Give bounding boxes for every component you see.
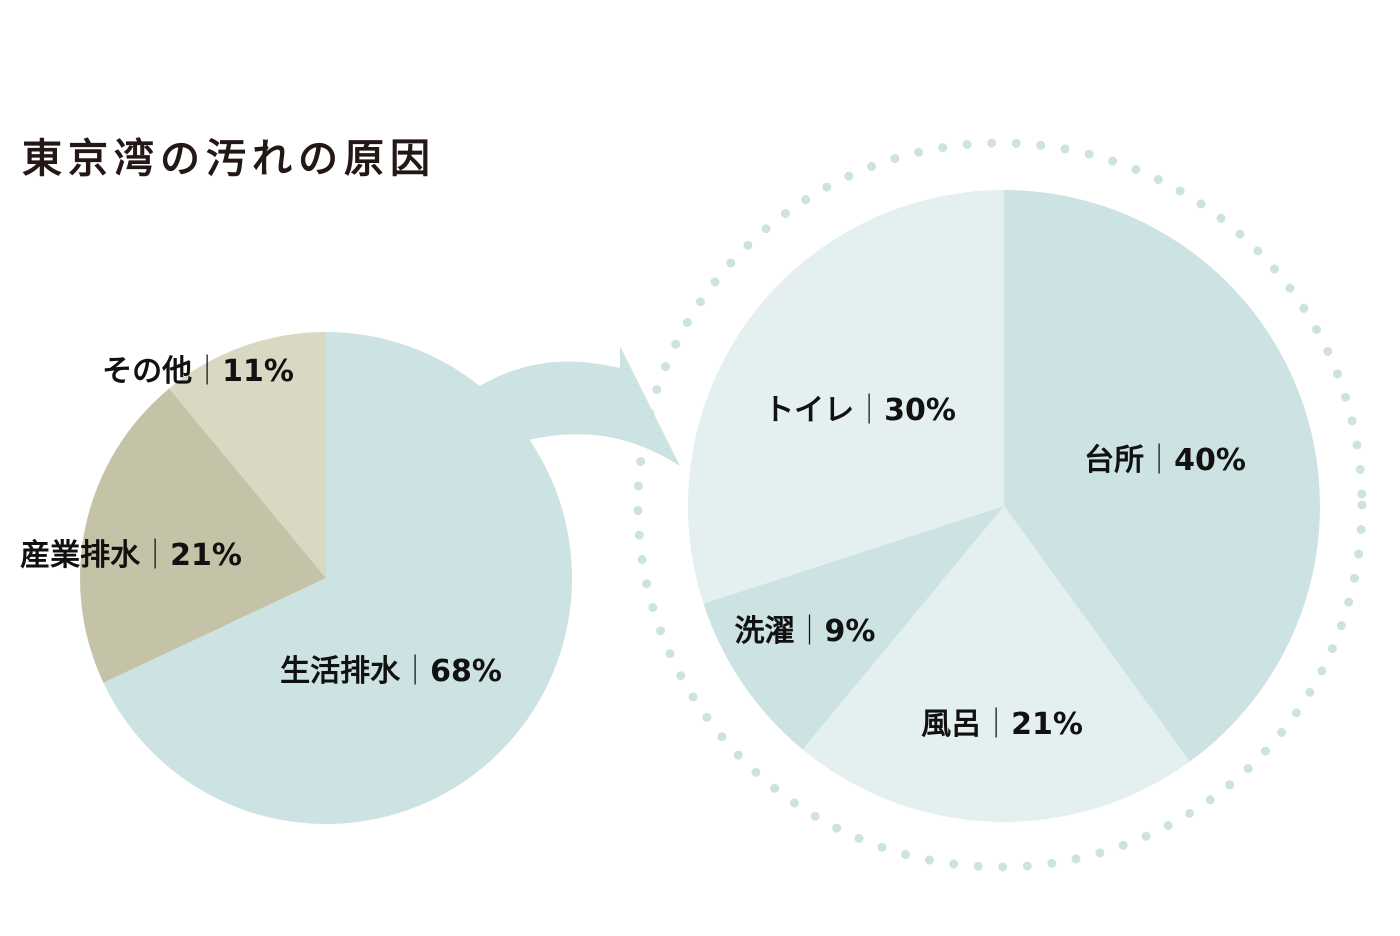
slice-label-name: 洗濯 <box>735 614 795 649</box>
pie-slice-1-2 <box>703 506 1004 750</box>
slice-label-value: 68% <box>430 654 502 689</box>
slice-label-separator: ｜ <box>400 654 430 689</box>
slice-label-separator: ｜ <box>854 393 884 428</box>
labels-detail: 台所｜40%風呂｜21%洗濯｜9%トイレ｜30% <box>735 393 1246 742</box>
slice-label-value: 11% <box>222 354 294 389</box>
pie-slice-0-0 <box>103 332 573 824</box>
slice-label-value: 40% <box>1174 443 1246 478</box>
pie-slice-1-3 <box>687 190 1004 604</box>
slice-label-separator: ｜ <box>140 538 170 573</box>
pie-main <box>80 332 573 824</box>
slice-label-value: 9% <box>825 614 876 649</box>
slice-label-separator: ｜ <box>1144 443 1174 478</box>
slice-label-1-0: 台所｜40% <box>1084 443 1246 478</box>
slice-label-1-3: トイレ｜30% <box>764 393 956 428</box>
labels-main: 生活排水｜68%産業排水｜21%その他｜11% <box>20 354 502 689</box>
pie-detail <box>687 190 1320 822</box>
pie-slice-1-1 <box>802 506 1190 822</box>
slice-label-0-0: 生活排水｜68% <box>280 654 502 689</box>
dotted-ring <box>633 138 1367 872</box>
slice-label-value: 30% <box>884 393 956 428</box>
chart-title: 東京湾の汚れの原因 <box>22 136 436 182</box>
connector-arrow <box>478 346 680 466</box>
slice-label-separator: ｜ <box>795 614 825 649</box>
slice-label-1-1: 風呂｜21% <box>921 707 1083 742</box>
slice-label-name: 産業排水 <box>20 538 141 573</box>
pie-slice-0-1 <box>80 388 327 683</box>
slice-label-value: 21% <box>170 538 242 573</box>
slice-label-name: 台所 <box>1084 443 1144 478</box>
slice-label-separator: ｜ <box>981 707 1011 742</box>
slice-label-0-1: 産業排水｜21% <box>20 538 242 573</box>
slice-label-name: その他 <box>102 354 192 389</box>
slice-label-separator: ｜ <box>192 354 222 389</box>
slice-label-name: 風呂 <box>921 707 981 742</box>
slice-label-0-2: その他｜11% <box>102 354 294 389</box>
slice-label-value: 21% <box>1011 707 1083 742</box>
slice-label-name: 生活排水 <box>280 654 401 689</box>
pie-slice-1-0 <box>1004 190 1320 762</box>
slice-label-name: トイレ <box>764 393 854 428</box>
pie-slice-0-2 <box>169 332 326 578</box>
slice-label-1-2: 洗濯｜9% <box>735 614 876 649</box>
